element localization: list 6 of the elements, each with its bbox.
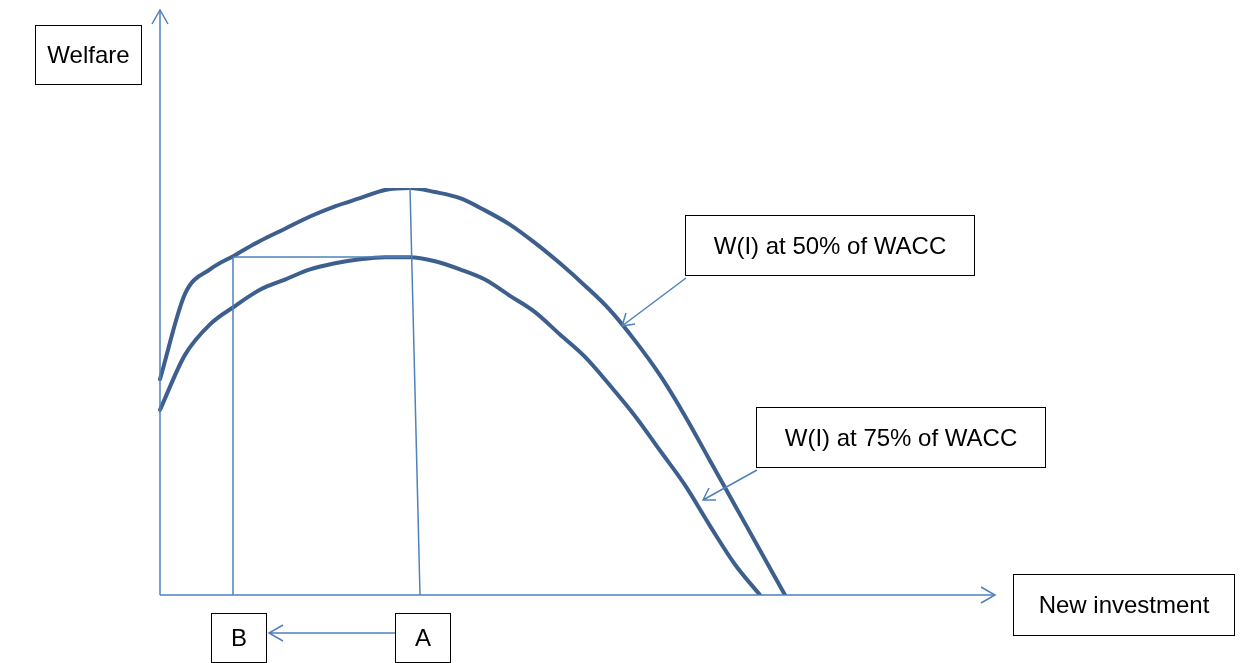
text: Welfare [35,25,142,85]
text: A [395,613,451,663]
text: New investment [1013,574,1235,636]
annotation: W(I) at 75% of WACC [756,407,1046,468]
annotation: W(I) at 50% of WACC [685,215,975,276]
text: B [211,613,267,663]
